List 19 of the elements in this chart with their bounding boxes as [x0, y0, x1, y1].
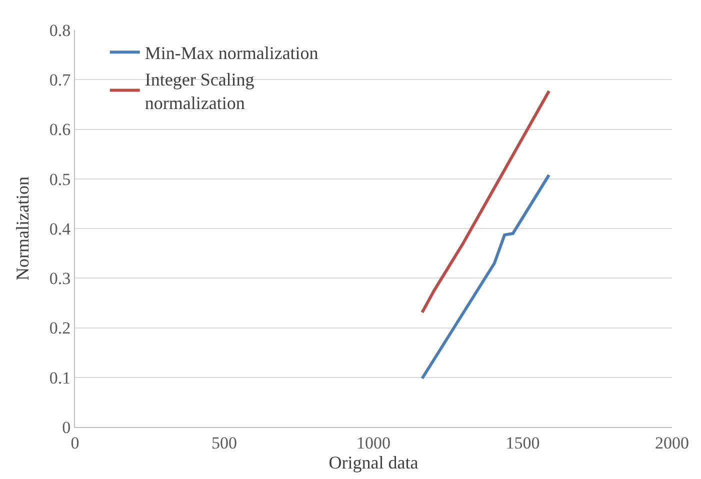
legend-label: Min-Max normalization — [144, 43, 318, 64]
y-axis-title: Normalization — [12, 176, 33, 280]
y-tick-label: 0.4 — [49, 219, 72, 238]
y-tick-label: 0.6 — [49, 120, 71, 140]
x-axis-title: Orignal data — [328, 452, 418, 472]
line-series — [420, 90, 551, 314]
x-tick-label: 2000 — [655, 433, 689, 452]
y-tick-label: 0.3 — [49, 269, 71, 288]
x-tick-label: 500 — [212, 433, 237, 452]
y-tick-label: 0.2 — [49, 318, 71, 338]
line-series — [420, 173, 551, 380]
legend-label: Integer Scaling normalization — [144, 70, 254, 113]
y-tick-label: 0.8 — [49, 20, 71, 40]
y-tick-label: 0.7 — [49, 70, 72, 90]
y-tick-label: 0.1 — [49, 368, 71, 388]
y-tick-label: 0.5 — [49, 170, 71, 189]
y-tick-label: 0 — [62, 418, 71, 437]
x-tick-label: 1000 — [356, 433, 390, 452]
x-tick-label: 1500 — [506, 433, 540, 452]
